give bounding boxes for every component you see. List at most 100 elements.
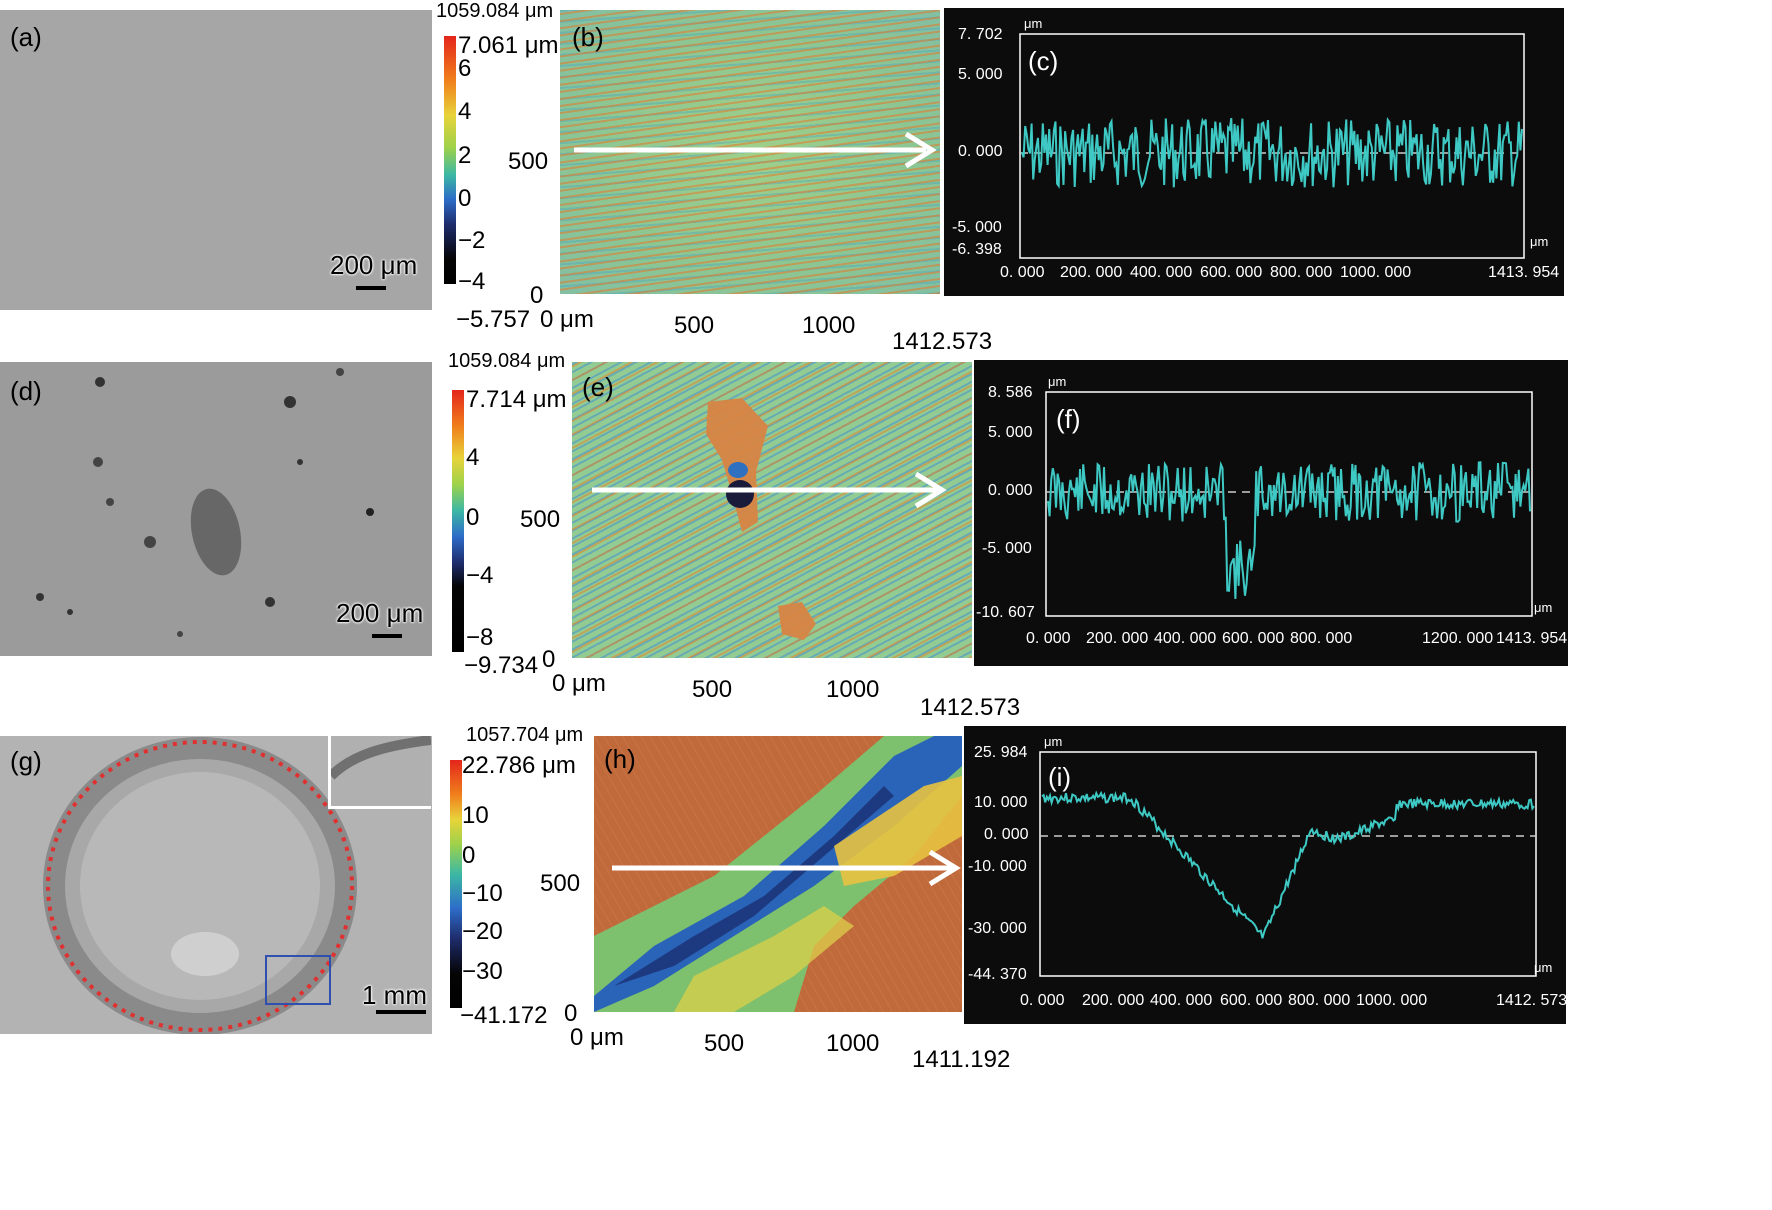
xtick-f: 0. 000 xyxy=(1026,630,1071,647)
xtick-c: 400. 000 xyxy=(1130,264,1193,281)
profile-arrow-b xyxy=(574,131,937,169)
colorbar-e-tick: −4 xyxy=(466,562,494,589)
xtick-f: 600. 000 xyxy=(1222,630,1285,647)
xtick-c: 1413. 954 xyxy=(1488,264,1560,281)
map-e-x1000: 1000 xyxy=(826,676,880,703)
colorbar-b-bottom: −5.757 xyxy=(456,306,531,333)
colorbar-b-tick: −2 xyxy=(458,227,486,254)
map-e-defects xyxy=(706,398,816,640)
ytick-i: 25. 984 xyxy=(974,744,1028,761)
colorbar-h-tick: −10 xyxy=(462,880,503,907)
xtick-f: 1413. 954 xyxy=(1496,630,1568,647)
xtick-i: 0. 000 xyxy=(1020,992,1065,1009)
unit-i-x: μm xyxy=(1534,960,1553,975)
map-e-x0: 0 μm xyxy=(552,670,606,697)
map-b-x1000: 1000 xyxy=(802,312,856,339)
ytick-f: 0. 000 xyxy=(988,482,1033,499)
xtick-i: 200. 000 xyxy=(1082,992,1145,1009)
micrograph-d-defects xyxy=(36,368,374,637)
colorbar-h-top: 22.786 μm xyxy=(462,752,576,779)
unit-c-y: μm xyxy=(1024,16,1043,31)
map-e-y500: 500 xyxy=(520,506,561,533)
colorbar-h xyxy=(450,760,462,1008)
unit-c-x: μm xyxy=(1530,234,1549,249)
colorbar-e-tick: 0 xyxy=(466,504,480,531)
map-b-xmax: 1412.573 xyxy=(892,328,993,355)
xtick-c: 1000. 000 xyxy=(1340,264,1412,281)
ytick-f: -10. 607 xyxy=(976,604,1035,621)
xtick-c: 0. 000 xyxy=(1000,264,1045,281)
colorbar-b-tick: 4 xyxy=(458,98,472,125)
map-h-ymax: 1057.704 μm xyxy=(466,724,584,746)
micrograph-d xyxy=(0,362,432,656)
map-b-x0: 0 μm xyxy=(540,306,594,333)
ytick-f: 5. 000 xyxy=(988,424,1033,441)
xtick-i: 1412. 573 xyxy=(1496,992,1568,1009)
xtick-f: 800. 000 xyxy=(1290,630,1353,647)
scale-bar-text-d: 200 μm xyxy=(336,598,424,628)
profile-panel-i xyxy=(964,726,1566,1024)
map-b-x500: 500 xyxy=(674,312,715,339)
map-e-x500: 500 xyxy=(692,676,733,703)
colorbar-h-tick: −20 xyxy=(462,918,503,945)
xtick-f: 200. 000 xyxy=(1086,630,1149,647)
micrograph-g-inset xyxy=(328,736,431,809)
ytick-f: -5. 000 xyxy=(982,540,1032,557)
colorbar-b-top: 7.061 μm xyxy=(458,32,559,59)
panel-label-e: (e) xyxy=(582,372,614,402)
colorbar-h-tick: 0 xyxy=(462,842,476,869)
profile-arrow-h xyxy=(612,849,961,887)
profile-plot-c xyxy=(1019,33,1525,259)
panel-label-d: (d) xyxy=(10,376,42,406)
micrograph-a xyxy=(0,10,432,310)
panel-label-a: (a) xyxy=(10,22,42,52)
colorbar-h-tick: 10 xyxy=(462,802,489,829)
xtick-f: 1200. 000 xyxy=(1422,630,1494,647)
xtick-i: 800. 000 xyxy=(1288,992,1351,1009)
panel-label-b: (b) xyxy=(572,22,604,52)
colorbar-e xyxy=(452,390,464,652)
map-h-y500: 500 xyxy=(540,870,581,897)
panel-label-h: (h) xyxy=(604,744,636,774)
colorbar-h-bottom: −41.172 xyxy=(460,1002,548,1029)
panel-label-f: (f) xyxy=(1056,404,1081,434)
inset-rim xyxy=(331,736,431,780)
colorbar-e-top: 7.714 μm xyxy=(466,386,567,413)
unit-f-x: μm xyxy=(1534,600,1553,615)
colorbar-b-tick: 2 xyxy=(458,142,472,169)
height-map-h xyxy=(594,736,962,1012)
map-h-x0: 0 μm xyxy=(570,1024,624,1051)
colorbar-e-bottom: −9.734 xyxy=(464,652,539,679)
ytick-c: -5. 000 xyxy=(952,219,1002,236)
ytick-i: -10. 000 xyxy=(968,858,1027,875)
map-h-xmax: 1411.192 xyxy=(912,1046,1011,1073)
xtick-c: 600. 000 xyxy=(1200,264,1263,281)
height-map-e xyxy=(572,362,972,658)
panel-label-c: (c) xyxy=(1028,46,1059,76)
colorbar-h-tick: −30 xyxy=(462,958,503,985)
ytick-c: 5. 000 xyxy=(958,66,1003,83)
map-h-y0: 0 xyxy=(564,1000,578,1027)
map-h-x1000: 1000 xyxy=(826,1030,880,1057)
map-h-x500: 500 xyxy=(704,1030,745,1057)
ytick-i: 10. 000 xyxy=(974,794,1028,811)
ytick-i: -44. 370 xyxy=(968,966,1027,983)
unit-f-y: μm xyxy=(1048,374,1067,389)
profile-plot-i xyxy=(1039,751,1537,977)
scale-bar-text-a: 200 μm xyxy=(330,250,418,280)
map-e-xmax: 1412.573 xyxy=(920,694,1021,721)
ytick-i: 0. 000 xyxy=(984,826,1029,843)
micrograph-g xyxy=(0,736,432,1034)
scale-bar-g xyxy=(376,1010,426,1014)
colorbar-e-tick: −8 xyxy=(466,624,494,651)
profile-panel-f xyxy=(974,360,1568,666)
xtick-c: 800. 000 xyxy=(1270,264,1333,281)
scale-bar-d xyxy=(372,634,402,638)
map-b-y500: 500 xyxy=(508,148,549,175)
xtick-f: 400. 000 xyxy=(1154,630,1217,647)
scale-bar-a xyxy=(356,286,386,290)
xtick-i: 400. 000 xyxy=(1150,992,1213,1009)
ytick-i: -30. 000 xyxy=(968,920,1027,937)
panel-label-g: (g) xyxy=(10,746,42,776)
colorbar-b xyxy=(444,36,456,284)
